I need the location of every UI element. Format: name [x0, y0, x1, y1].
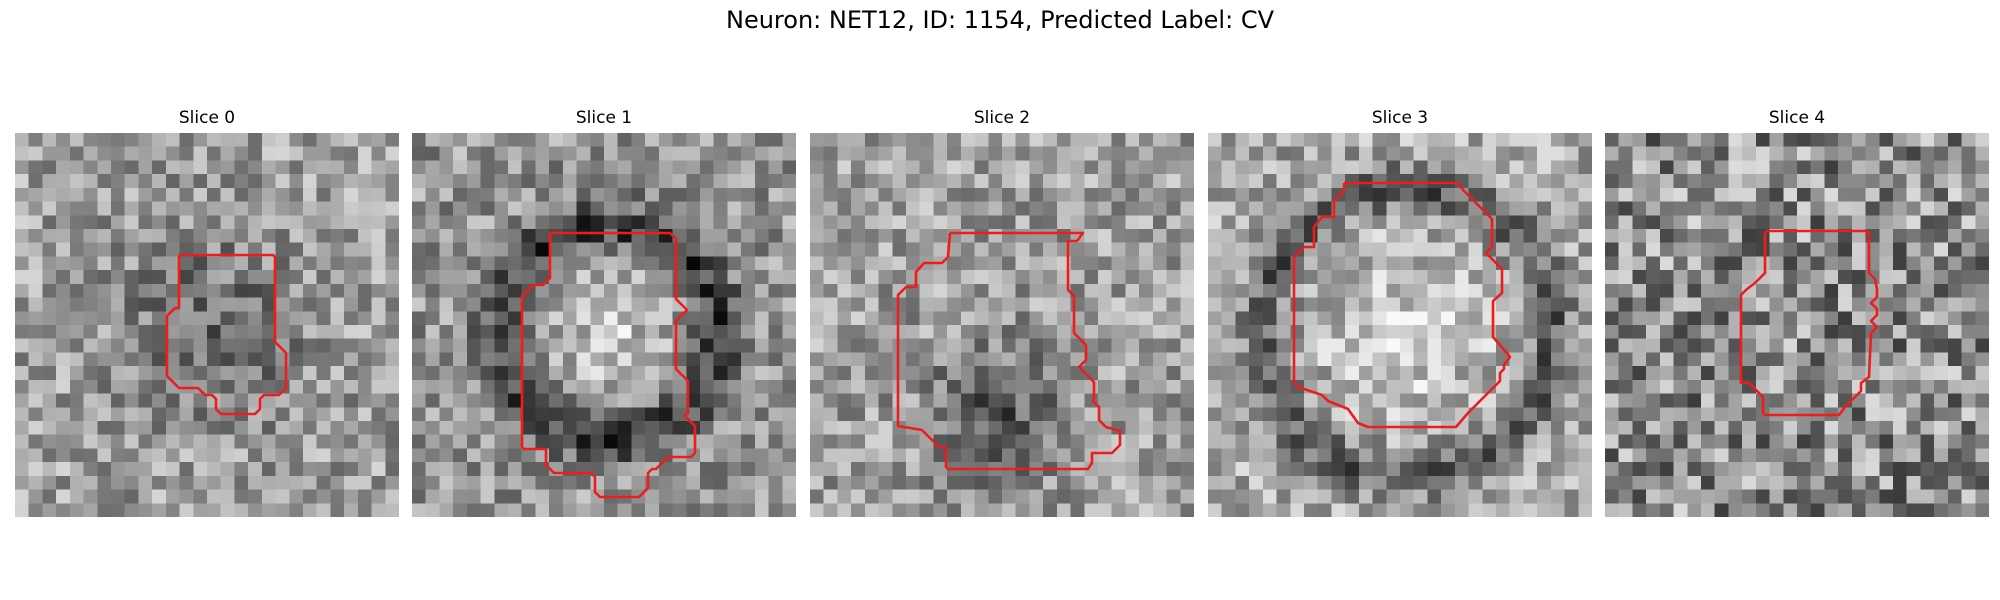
slice-image-0: [15, 133, 399, 517]
segmentation-contour-0: [165, 253, 288, 416]
slice-image-3: [1208, 133, 1592, 517]
slice-title-2: Slice 2: [973, 108, 1031, 128]
slice-panel-3: Slice 3: [1208, 106, 1592, 517]
slice-image-4: [1605, 133, 1989, 517]
slice-title-1: Slice 1: [575, 108, 633, 128]
slice-image-2: [810, 133, 1194, 517]
slice-title-3: Slice 3: [1371, 108, 1429, 128]
segmentation-contour-2: [896, 231, 1122, 471]
slice-panel-0: Slice 0: [15, 106, 399, 517]
slice-panel-4: Slice 4: [1605, 106, 1989, 517]
segmentation-contour-4: [1739, 229, 1879, 417]
slice-image-1: [412, 133, 796, 517]
figure-title: Neuron: NET12, ID: 1154, Predicted Label…: [726, 6, 1274, 34]
slice-panel-1: Slice 1: [412, 106, 796, 517]
segmentation-contour-3: [1292, 181, 1512, 429]
segmentation-contour-1: [520, 231, 697, 499]
slice-panel-2: Slice 2: [810, 106, 1194, 517]
slice-title-0: Slice 0: [178, 108, 236, 128]
slice-title-4: Slice 4: [1768, 108, 1826, 128]
